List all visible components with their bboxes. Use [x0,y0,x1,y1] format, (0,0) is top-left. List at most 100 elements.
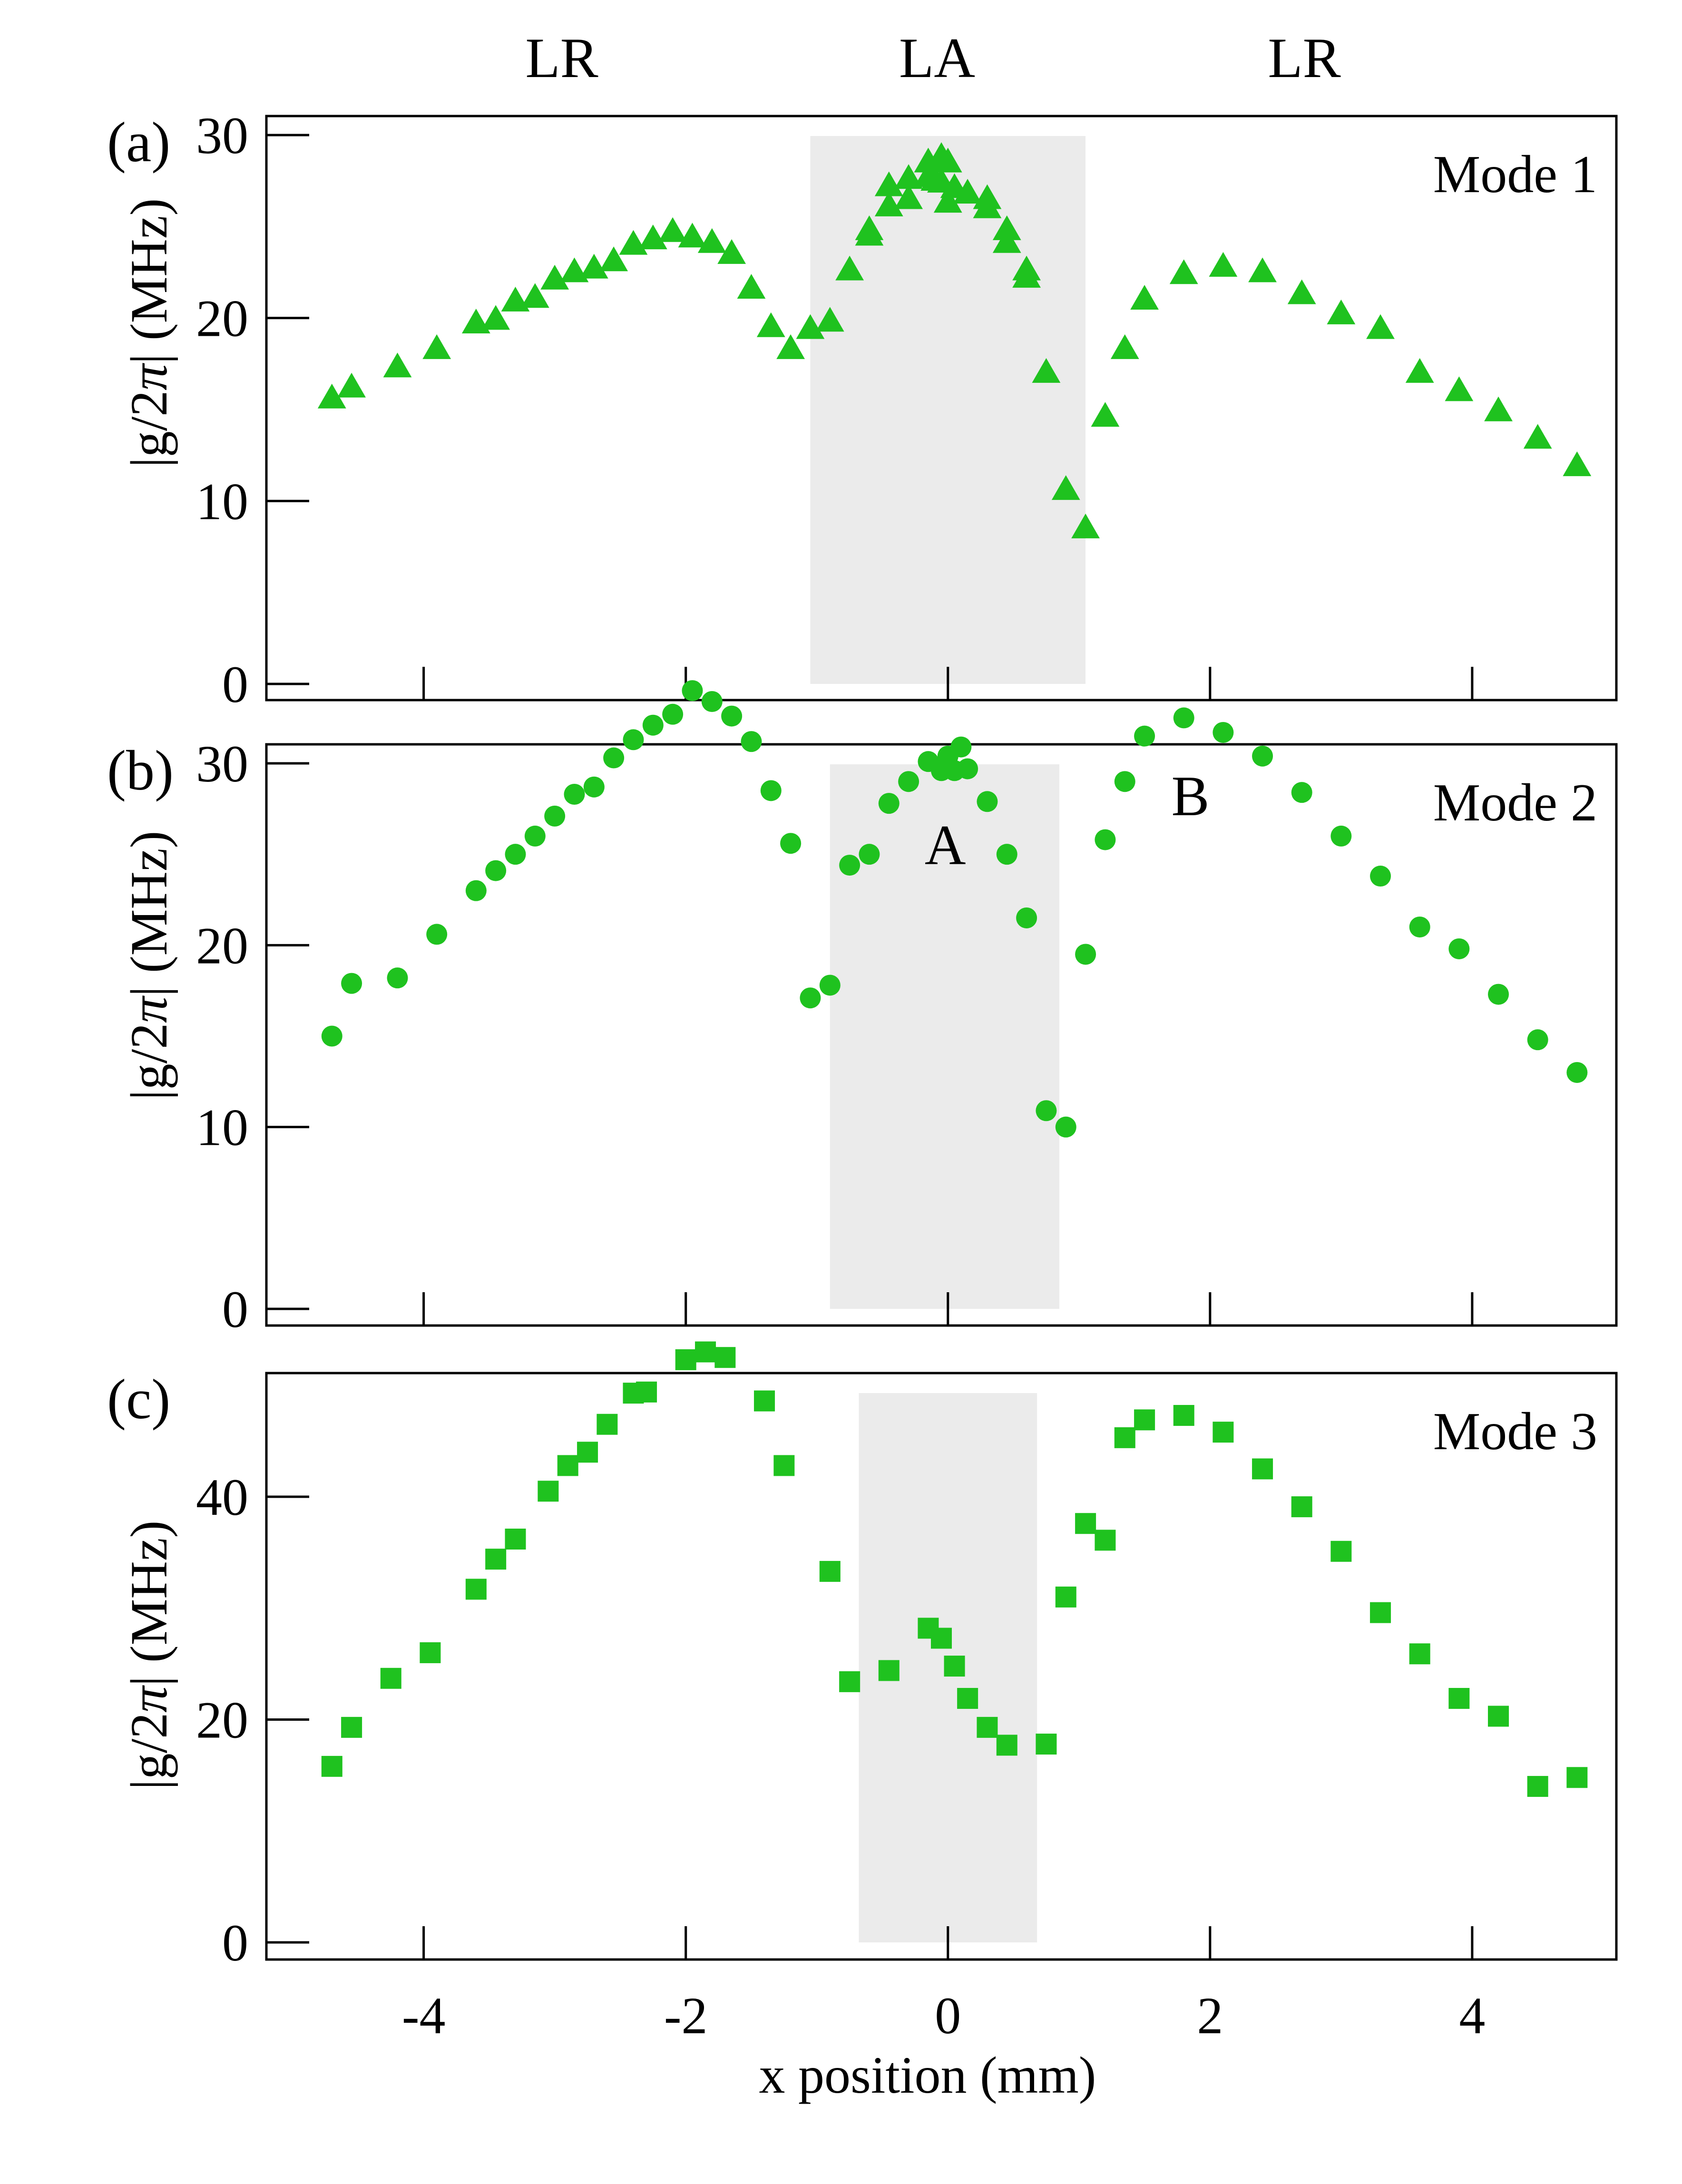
data-point [773,1455,795,1476]
shaded-region [810,136,1086,684]
data-point [741,731,762,752]
mode-label: Mode 3 [1433,1402,1597,1461]
data-point [642,714,664,736]
data-point [579,254,608,279]
y-tick-label: 20 [196,290,248,348]
y-tick-label: 0 [222,1914,248,1972]
data-point [638,224,667,250]
data-point [950,736,972,758]
data-point [1051,475,1080,500]
data-point [760,780,782,801]
data-point [538,1481,559,1502]
data-point [944,1656,965,1677]
y-tick-label: 10 [196,472,248,530]
data-point [1366,314,1395,339]
data-point [1134,1409,1155,1431]
data-point [481,305,510,330]
data-point [839,1671,861,1692]
data-point [557,1455,578,1476]
data-point [341,1716,362,1738]
data-point [714,1347,736,1368]
x-tick-label: 0 [935,1987,961,2045]
data-point [682,680,703,702]
x-tick-label: 2 [1197,1987,1223,2045]
data-point [697,228,726,253]
data-point [1409,916,1430,938]
data-point [603,747,625,769]
data-point [819,1560,841,1582]
data-point [1370,1602,1391,1623]
data-point [387,967,408,989]
data-point [933,188,962,213]
data-point [1484,396,1513,421]
data-point [1012,255,1041,281]
data-point [878,793,900,814]
y-tick-label: 0 [222,1280,248,1338]
mode-label: Mode 2 [1433,773,1597,832]
data-point [524,825,546,847]
data-point [721,705,743,727]
data-point [1527,1776,1548,1797]
data-point [1405,358,1434,383]
data-point [1110,334,1139,359]
data-point [1448,1687,1470,1709]
data-point [1075,1513,1096,1534]
data-point [1330,825,1352,847]
data-point [564,783,585,805]
data-point [317,383,346,409]
data-point [756,312,785,337]
data-point [577,1442,598,1463]
data-point [894,164,923,189]
y-axis-label: |g/2π| (MHz) [120,1521,178,1790]
data-point [977,791,998,812]
data-point [717,239,746,264]
data-point [1566,1062,1588,1083]
data-point [1287,279,1316,304]
data-point [1036,1734,1057,1755]
data-point [1409,1643,1430,1665]
data-point [662,703,684,725]
data-series [321,1341,1588,1797]
data-point [1291,1496,1312,1518]
data-point [874,191,903,216]
data-point [874,171,903,196]
x-tick-label: -4 [402,1987,446,2045]
region-label-right: LR [1268,26,1340,89]
data-point [776,334,805,359]
data-point [465,880,487,901]
data-point [1114,771,1135,792]
data-point [420,1642,441,1663]
plot-frame [265,1372,1618,1961]
data-point [996,1735,1017,1756]
data-point [675,1349,696,1370]
data-point [599,246,628,272]
panel-label: (b) [107,739,174,802]
data-point [636,1381,657,1403]
data-point [1370,866,1391,887]
y-tick-label: 20 [196,1691,248,1749]
y-tick-label: 30 [196,107,248,165]
data-point [737,273,766,299]
data-point [1075,944,1096,965]
data-point [796,314,825,339]
data-point [426,924,448,945]
data-point [1169,259,1198,284]
data-point [855,215,884,240]
data-point [701,691,723,712]
region-label-left: LR [525,26,598,89]
data-point [1134,725,1155,747]
data-series [317,142,1592,538]
y-tick-label: 20 [196,916,248,975]
y-axis-label: |g/2π| (MHz) [120,831,178,1101]
region-labels: LR LA LR [525,26,1340,89]
data-point [1566,1767,1588,1788]
data-point [321,1755,342,1777]
panel-1: 0 10 20 30 (a) Mode 1 |g/2π| (MHz) [107,107,1618,713]
panel-2: 0 10 20 30 (b) Mode 2 |g/2π| (MHz) A B [107,680,1618,1338]
data-point [337,372,366,398]
data-point [1095,1530,1116,1551]
data-point [1036,1100,1057,1121]
data-point [1445,376,1474,401]
data-point [996,844,1017,865]
